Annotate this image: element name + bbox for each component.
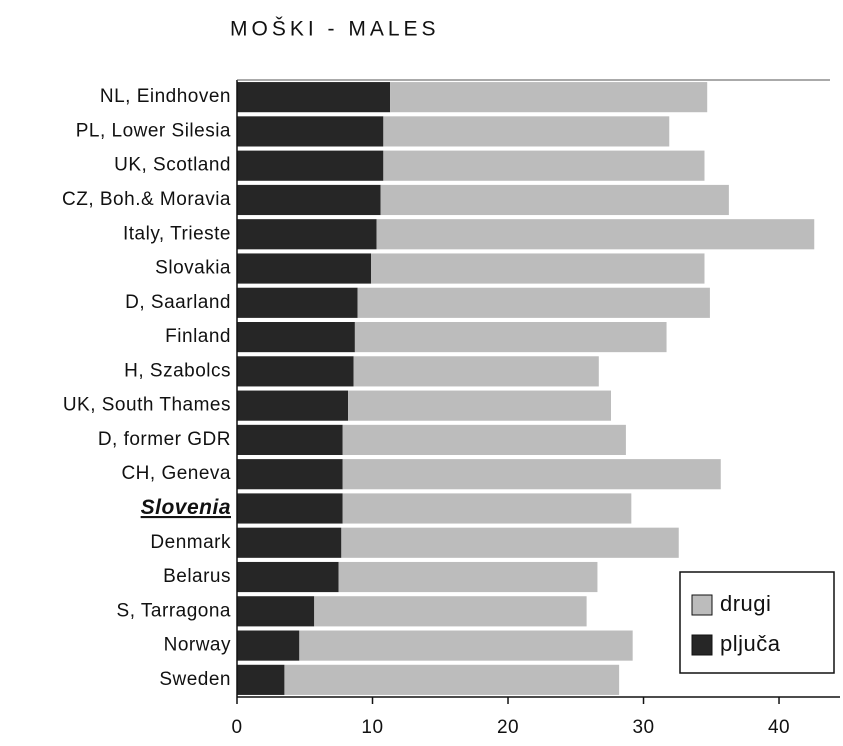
y-tick-label: Sweden — [159, 669, 231, 690]
y-tick-label: H, Szabolcs — [124, 360, 231, 381]
y-tick-label: NL, Eindhoven — [100, 86, 231, 107]
bar-segment — [237, 322, 355, 353]
bar-segment — [237, 664, 285, 695]
bar-segment — [237, 527, 342, 558]
y-tick-label: D, Saarland — [125, 292, 231, 313]
bar-segment — [299, 630, 633, 661]
y-tick-label: Norway — [164, 635, 231, 656]
y-tick-label: CZ, Boh.& Moravia — [62, 189, 231, 210]
bar-segment — [237, 287, 358, 318]
bar-segment — [342, 424, 626, 455]
bar-segment — [237, 493, 343, 524]
bar-segment — [353, 356, 599, 387]
legend-box — [679, 571, 835, 674]
bar-segment — [371, 253, 705, 284]
bar-segment — [383, 150, 705, 181]
y-tick-label: CH, Geneva — [121, 463, 231, 484]
chart-title: MOŠKI - MALES — [230, 18, 440, 41]
bar-segment — [380, 184, 729, 216]
legend-label: pljuča — [720, 631, 781, 656]
bar-segment — [237, 596, 315, 627]
bar-segment — [237, 253, 372, 284]
y-tick-label: UK, Scotland — [114, 155, 231, 176]
y-tick-label: Belarus — [163, 566, 231, 587]
y-tick-label: Finland — [165, 326, 231, 347]
bar-segment — [338, 561, 598, 593]
x-tick-label: 30 — [632, 717, 654, 738]
bar-segment — [237, 424, 343, 455]
bar-segment — [237, 219, 377, 250]
bar-segment — [237, 459, 343, 490]
bar-segment — [237, 561, 339, 593]
bar-segment — [314, 596, 587, 627]
bar-segment — [237, 184, 381, 216]
x-tick-label: 40 — [768, 717, 790, 738]
bar-segment — [237, 630, 300, 661]
y-tick-label: PL, Lower Silesia — [76, 120, 231, 141]
y-tick-label: Italy, Trieste — [123, 223, 231, 244]
bar-segment — [237, 356, 354, 387]
bar-segment — [284, 664, 620, 695]
legend-swatch — [691, 634, 713, 656]
y-tick-label: Slovakia — [155, 258, 231, 279]
y-tick-label: Slovenia — [141, 496, 231, 519]
bar-segment — [237, 116, 384, 147]
bar-segment — [237, 150, 384, 181]
bar-segment — [357, 287, 710, 318]
x-tick-label: 10 — [361, 717, 383, 738]
x-tick-label: 0 — [231, 717, 242, 738]
bar-segment — [348, 390, 611, 421]
bar-segment — [354, 322, 667, 353]
bar-segment — [376, 219, 815, 250]
y-tick-label: D, former GDR — [98, 429, 231, 450]
bar-segment — [342, 459, 721, 490]
bar-segment — [237, 82, 391, 113]
y-tick-label: UK, South Thames — [63, 395, 231, 416]
legend-swatch — [691, 594, 713, 616]
bar-segment — [390, 82, 708, 113]
bar-segment — [237, 390, 349, 421]
legend-label: drugi — [720, 591, 771, 616]
x-tick-label: 20 — [497, 717, 519, 738]
bar-segment — [341, 527, 679, 558]
bar-segment — [342, 493, 632, 524]
y-tick-label: S, Tarragona — [117, 600, 231, 621]
y-tick-label: Denmark — [150, 532, 231, 553]
bar-segment — [383, 116, 670, 147]
